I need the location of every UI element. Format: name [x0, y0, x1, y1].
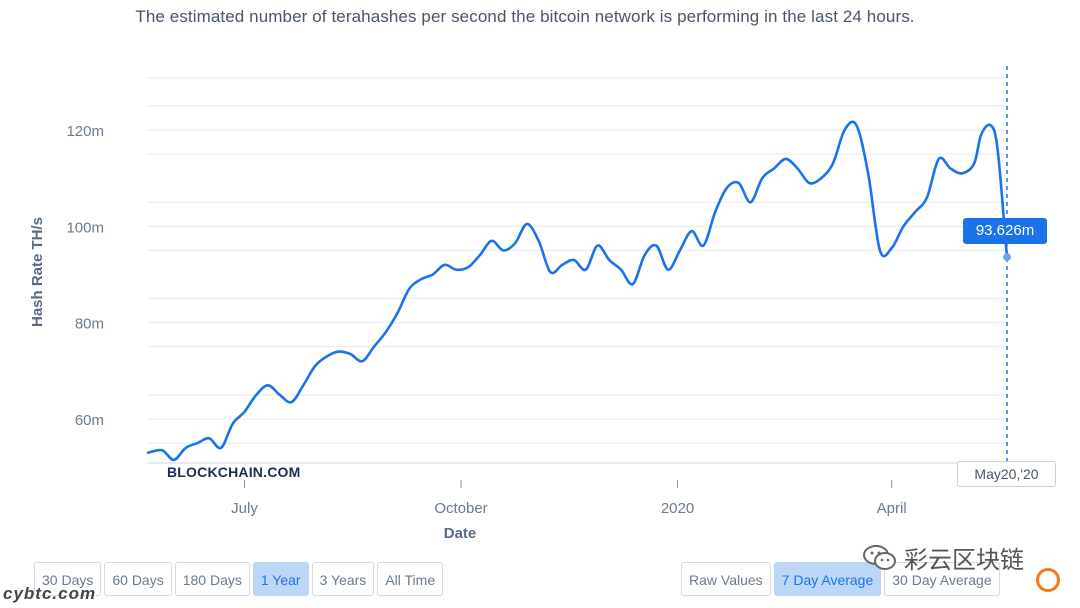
x-axis-ticks: July October 2020 April — [231, 480, 907, 517]
x-axis-title: Date — [444, 525, 477, 542]
average-button-raw-values[interactable]: Raw Values — [681, 562, 771, 596]
y-tick-label: 60m — [75, 412, 104, 429]
average-button-7-day-average[interactable]: 7 Day Average — [773, 562, 882, 596]
y-tick-label: 80m — [75, 316, 104, 333]
tooltip-date: May20,'20 — [957, 461, 1056, 487]
ring-icon — [1036, 568, 1060, 592]
site-watermark: cybtc.com — [3, 584, 97, 603]
average-button-30-day-average[interactable]: 30 Day Average — [884, 562, 1000, 596]
y-tick-label: 100m — [66, 219, 104, 236]
x-tick-label: April — [877, 500, 907, 517]
wechat-icon — [863, 544, 896, 570]
y-tick-label: 120m — [66, 123, 104, 140]
hash-rate-chart: 60m 80m 100m 120m July October 2020 April Hash… — [29, 66, 1011, 542]
y-axis-ticks: 60m 80m 100m 120m — [66, 123, 1007, 429]
range-button-180-days[interactable]: 180 Days — [174, 562, 250, 596]
average-selector: Raw Values 7 Day Average 30 Day Average — [681, 562, 1000, 596]
wechat-watermark: 彩云区块链 — [862, 540, 1024, 575]
hash-rate-line — [146, 120, 1009, 462]
range-button-30-days[interactable]: 30 Days — [34, 562, 102, 596]
wechat-watermark-text: 彩云区块链 — [904, 546, 1024, 574]
hover-point — [1003, 253, 1011, 262]
range-button-all-time[interactable]: All Time — [377, 562, 444, 596]
x-tick-label: July — [231, 500, 258, 517]
x-tick-label: 2020 — [661, 500, 694, 517]
time-range-selector: 30 Days 60 Days 180 Days 1 Year 3 Years All T… — [34, 562, 444, 596]
tooltip-value: 93.626m — [963, 218, 1047, 244]
chart-subtitle: The estimated number of terahashes per s… — [135, 7, 915, 26]
y-axis-title: Hash Rate TH/s — [29, 217, 46, 327]
x-tick-label: October — [434, 500, 487, 517]
brand-watermark: BLOCKCHAIN.COM — [167, 464, 301, 480]
range-button-3-years[interactable]: 3 Years — [311, 562, 375, 596]
grid-lines — [148, 77, 1007, 464]
range-button-60-days[interactable]: 60 Days — [104, 562, 172, 596]
range-button-1-year[interactable]: 1 Year — [252, 562, 309, 596]
